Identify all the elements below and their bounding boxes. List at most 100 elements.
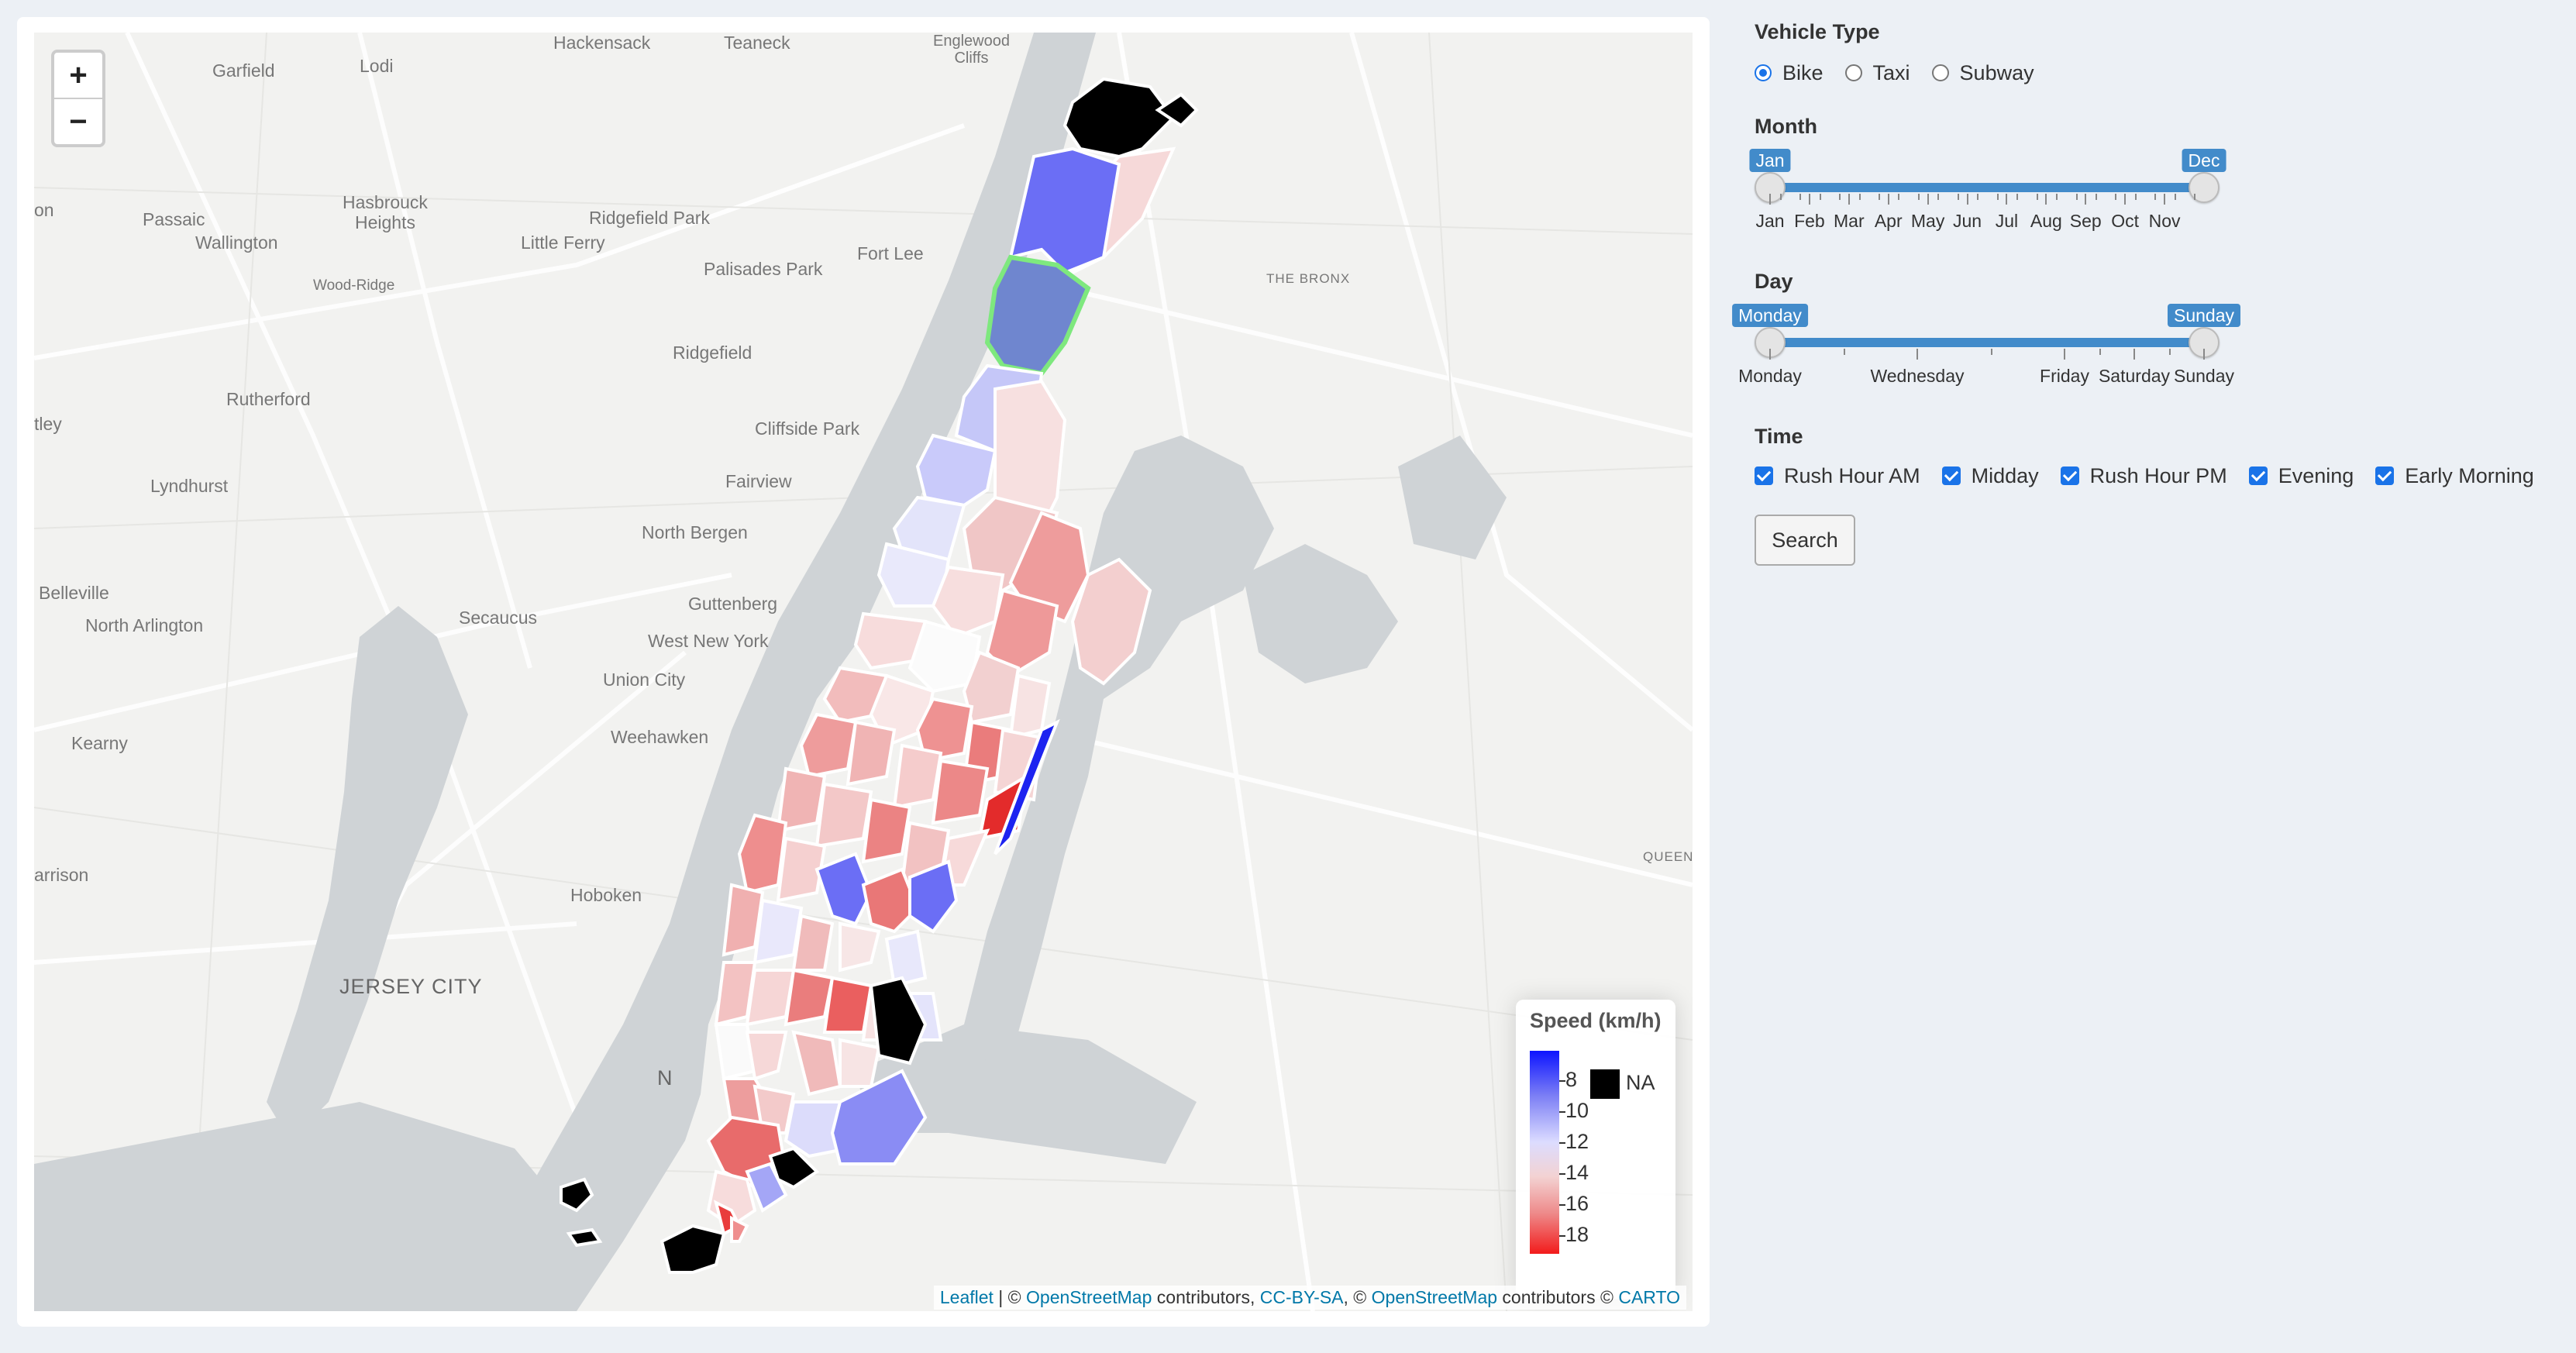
slider-tick-label: Monday <box>1738 366 1802 386</box>
time-checkbox-group: Rush Hour AM Midday Rush Hour PM Evening… <box>1755 460 2556 491</box>
slider-tick <box>1927 194 1929 205</box>
slider-tick <box>2133 349 2135 360</box>
place-ridgefield-park: Ridgefield Park <box>589 208 710 228</box>
place-weehawken: Weehawken <box>611 727 709 747</box>
month-range-slider[interactable]: Jan Dec Jan Feb Mar Apr May Jun Jul Aug Sep Oct No… <box>1749 149 2235 257</box>
time-option-evening[interactable]: Evening <box>2248 464 2354 488</box>
map-card: Hackensack Teaneck Englewood Cliffs Garf… <box>17 17 1710 1327</box>
place-the-bronx: THE BRONX <box>1266 271 1351 286</box>
radio-bike[interactable] <box>1755 64 1772 81</box>
time-option-rush-hour-am[interactable]: Rush Hour AM <box>1755 464 1920 488</box>
place-lodi: Lodi <box>360 56 394 76</box>
place-englewood-cliffs: Englewood Cliffs <box>933 33 1010 67</box>
place-belleville: Belleville <box>39 583 109 603</box>
vehicle-option-label: Bike <box>1782 60 1824 84</box>
vehicle-option-bike[interactable]: Bike <box>1755 61 1824 85</box>
carto-link[interactable]: CARTO <box>1618 1287 1680 1307</box>
map-attribution: Leaflet | © OpenStreetMap contributors, … <box>933 1286 1686 1310</box>
attribution-text: contributors © <box>1497 1287 1619 1307</box>
zoom-out-button[interactable]: − <box>54 98 102 144</box>
checkbox-midday[interactable] <box>1941 466 1961 485</box>
legend-label: 8 <box>1565 1068 1578 1091</box>
checkbox-rush-hour-am[interactable] <box>1755 466 1773 485</box>
slider-tick-label: Saturday <box>2098 366 2171 386</box>
openstreetmap-link[interactable]: OpenStreetMap <box>1371 1287 1498 1307</box>
legend-label: 12 <box>1565 1130 1589 1153</box>
slider-tick-label: Sep <box>2069 211 2102 231</box>
slider-tick <box>1848 194 1850 205</box>
place-on: on <box>34 200 54 220</box>
zoom-control: + − <box>51 50 105 147</box>
place-wood-ridge: Wood-Ridge <box>313 277 395 294</box>
slider-tick <box>2006 194 2008 205</box>
slider-minor-tick <box>1937 194 1940 200</box>
slider-minor-tick <box>1977 194 1979 200</box>
place-west-new-york: West New York <box>648 631 769 651</box>
checkbox-early-morning[interactable] <box>2375 466 2395 485</box>
slider-minor-tick <box>2169 349 2171 355</box>
slider-minor-tick <box>1898 194 1900 200</box>
slider-tick-label: Jan <box>1755 211 1785 231</box>
place-little-ferry: Little Ferry <box>521 232 605 253</box>
day-range-slider[interactable]: Monday Sunday Monday Wednesday Friday Satur… <box>1732 304 2241 412</box>
slider-minor-tick <box>1844 349 1845 355</box>
slider-tick <box>1769 349 1771 360</box>
legend-na-label: NA <box>1626 1071 1655 1094</box>
legend-na-swatch <box>1590 1069 1620 1099</box>
leaflet-link[interactable]: Leaflet <box>939 1287 994 1307</box>
legend-tick <box>1559 1142 1565 1144</box>
slider-minor-tick <box>1779 194 1782 200</box>
day-label: Day <box>1755 270 1793 293</box>
slider-tick <box>2085 194 2087 205</box>
radio-subway[interactable] <box>1931 64 1949 81</box>
place-hoboken: Hoboken <box>570 885 642 905</box>
slider-tick-label: Sunday <box>2173 366 2235 386</box>
day-to-bubble: Sunday <box>2167 304 2241 327</box>
place-ridgefield: Ridgefield <box>673 343 752 363</box>
legend-tick <box>1559 1235 1565 1237</box>
time-option-rush-hour-pm[interactable]: Rush Hour PM <box>2060 464 2227 488</box>
openstreetmap-link[interactable]: OpenStreetMap <box>1026 1287 1152 1307</box>
place-lyndhurst: Lyndhurst <box>150 476 229 496</box>
place-tley: tley <box>34 414 62 434</box>
slider-tick-label: Wednesday <box>1870 366 1965 386</box>
month-slider-track[interactable] <box>1770 183 2204 192</box>
place-cliffside-park: Cliffside Park <box>755 418 860 439</box>
radio-taxi[interactable] <box>1844 64 1862 81</box>
map-canvas[interactable] <box>34 33 1693 1311</box>
zoom-in-button[interactable]: + <box>69 58 88 92</box>
place-kearny: Kearny <box>71 733 128 753</box>
place-queens: QUEEN <box>1643 849 1693 864</box>
slider-tick-label: Apr <box>1874 211 1903 231</box>
vehicle-option-subway[interactable]: Subway <box>1931 61 2034 85</box>
month-label: Month <box>1755 115 1817 138</box>
slider-minor-tick <box>1839 194 1841 200</box>
checkbox-evening[interactable] <box>2248 466 2268 485</box>
speed-legend: Speed (km/h) 8 10 12 14 16 18 NA <box>1516 1000 1675 1299</box>
place-harrison: arrison <box>34 865 89 885</box>
slider-tick-label: Feb <box>1794 211 1825 231</box>
month-to-handle[interactable] <box>2189 172 2220 203</box>
month-to-bubble: Dec <box>2182 149 2226 172</box>
slider-tick <box>1769 194 1771 205</box>
slider-tick <box>2164 194 2166 205</box>
attribution-text: contributors, <box>1152 1287 1260 1307</box>
slider-tick <box>2203 349 2205 360</box>
day-slider-track[interactable] <box>1770 338 2204 347</box>
map[interactable]: Hackensack Teaneck Englewood Cliffs Garf… <box>34 33 1693 1311</box>
place-fort-lee: Fort Lee <box>857 243 924 263</box>
slider-minor-tick <box>1799 194 1802 200</box>
vehicle-option-taxi[interactable]: Taxi <box>1844 61 1910 85</box>
slider-minor-tick <box>2075 194 2078 200</box>
time-option-early-morning[interactable]: Early Morning <box>2375 464 2534 488</box>
time-option-midday[interactable]: Midday <box>1941 463 2039 488</box>
cc-by-sa-link[interactable]: CC-BY-SA <box>1259 1287 1344 1307</box>
slider-minor-tick <box>2115 194 2117 200</box>
place-palisades-park: Palisades Park <box>704 259 823 279</box>
checkbox-rush-hour-pm[interactable] <box>2060 466 2079 485</box>
day-from-bubble: Monday <box>1732 304 1808 327</box>
slider-minor-tick <box>2016 194 2019 200</box>
slider-tick-label: Mar <box>1834 211 1865 231</box>
time-option-label: Midday <box>1971 463 2039 487</box>
search-button[interactable]: Search <box>1755 515 1855 566</box>
